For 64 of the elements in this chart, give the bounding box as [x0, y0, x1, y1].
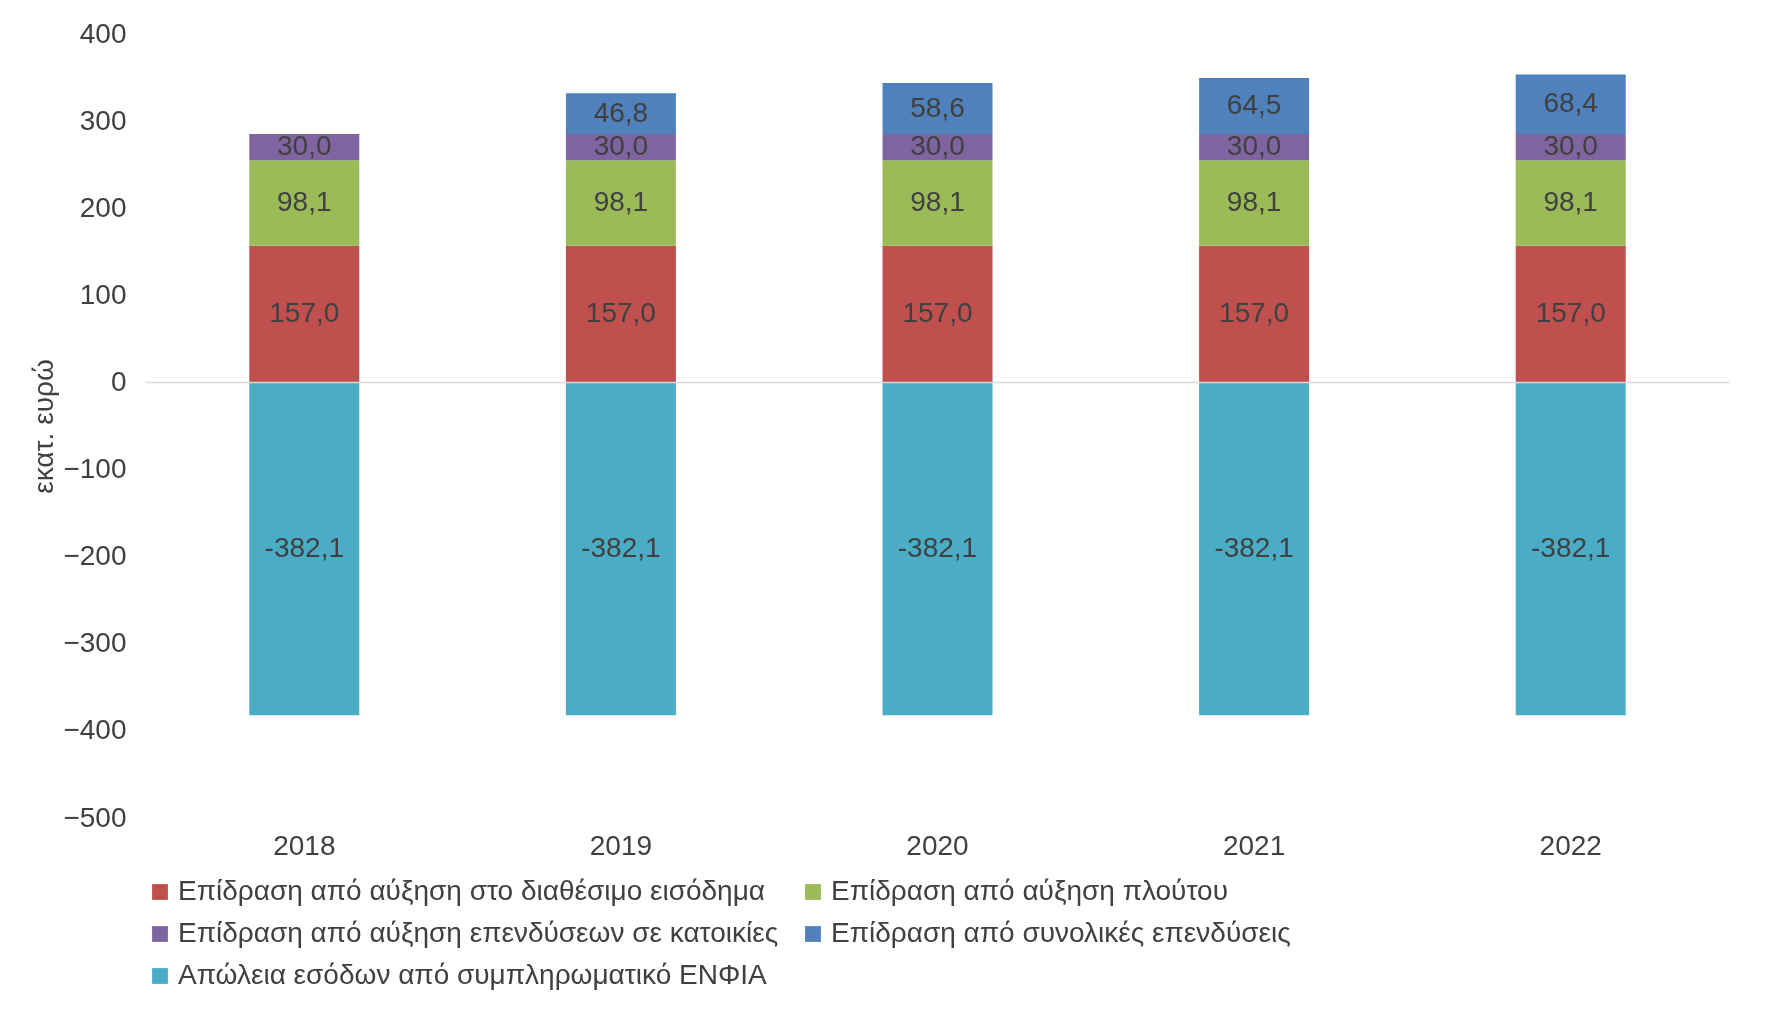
bar	[565, 93, 676, 135]
bar	[565, 382, 676, 716]
legend-label: Απώλεια εσόδων από συμπληρωματικό ΕΝΦΙΑ	[178, 959, 768, 990]
data-label: 157,0	[902, 297, 973, 329]
bar	[882, 245, 993, 383]
data-label: 157,0	[585, 297, 656, 329]
data-label: -382,1	[1214, 531, 1294, 563]
data-label: 68,4	[1543, 87, 1598, 119]
y-tick-label: −500	[63, 801, 127, 833]
x-tick-label: 2022	[1539, 829, 1602, 861]
bar	[249, 382, 360, 716]
legend-label: Επίδραση από συνολικές επενδύσεις	[831, 917, 1291, 948]
bar	[249, 160, 360, 246]
x-tick-label: 2018	[273, 829, 336, 861]
bar	[1515, 382, 1626, 716]
bar	[565, 245, 676, 383]
y-tick-label: −400	[63, 714, 127, 746]
data-label: 30,0	[1226, 130, 1282, 162]
data-label: 98,1	[1226, 185, 1282, 217]
bar	[882, 160, 993, 246]
data-label: -382,1	[264, 531, 344, 563]
bar	[882, 83, 993, 135]
legend-label: Επίδραση από αύξηση πλούτου	[831, 875, 1228, 906]
bar	[1199, 382, 1310, 716]
bar	[1515, 160, 1626, 246]
data-label: -382,1	[897, 531, 978, 563]
bar	[249, 245, 360, 383]
bar	[1199, 160, 1310, 246]
legend-label: Επίδραση από αύξηση στο διαθέσιμο εισόδημα	[178, 875, 766, 906]
data-label: 30,0	[593, 130, 649, 162]
y-tick-label: 300	[79, 104, 127, 136]
data-label: 98,1	[277, 185, 332, 217]
y-tick-label: 100	[79, 278, 127, 310]
data-label: -382,1	[1531, 531, 1611, 563]
data-label: 30,0	[1543, 130, 1598, 162]
bar	[1199, 245, 1310, 383]
data-label: 30,0	[277, 130, 332, 162]
y-tick-label: 400	[79, 17, 127, 49]
x-tick-label: 2019	[589, 829, 653, 861]
data-label: 98,1	[1543, 185, 1598, 217]
y-tick-label: 0	[110, 365, 127, 397]
bar	[565, 160, 676, 246]
bar	[1199, 77, 1310, 135]
y-tick-label: −300	[63, 627, 127, 659]
data-label: -382,1	[581, 531, 661, 563]
data-label: 46,8	[593, 96, 649, 128]
data-label: 30,0	[910, 130, 965, 162]
bar	[1515, 74, 1626, 135]
y-tick-label: 200	[79, 191, 127, 223]
data-label: 98,1	[593, 185, 649, 217]
data-label: 64,5	[1226, 89, 1282, 120]
bar	[882, 382, 993, 716]
data-label: 157,0	[269, 297, 340, 329]
x-tick-label: 2020	[906, 829, 969, 861]
data-label: 157,0	[1219, 297, 1290, 329]
legend-label: Επίδραση από αύξηση επενδύσεων σε κατοικίες	[178, 917, 779, 948]
data-label: 157,0	[1535, 297, 1606, 329]
y-tick-label: −200	[63, 540, 127, 572]
x-tick-label: 2021	[1222, 829, 1286, 861]
y-axis-title: εκατ. ευρώ	[28, 359, 60, 494]
data-label: 98,1	[910, 185, 965, 217]
bar	[1515, 245, 1626, 383]
data-label: 58,6	[910, 91, 965, 123]
y-tick-label: −100	[63, 453, 127, 485]
